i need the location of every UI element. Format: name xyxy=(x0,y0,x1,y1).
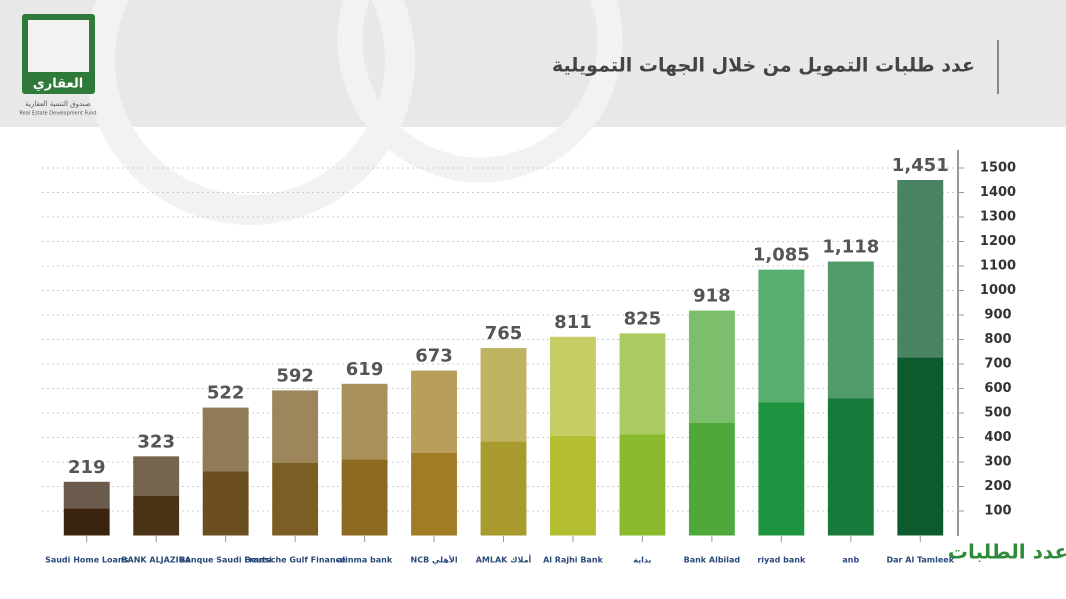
bar xyxy=(341,383,388,536)
x-tick-label: alinma bank xyxy=(337,556,393,565)
x-tick-label: riyad bank xyxy=(757,556,806,565)
x-tick-label: Dar Al Tamleek xyxy=(886,556,954,565)
y-tick-label: 1000 xyxy=(980,283,1016,298)
value-label: 1,118 xyxy=(822,237,879,258)
value-label: 619 xyxy=(346,359,384,380)
value-label: 825 xyxy=(624,308,662,329)
bar xyxy=(758,269,805,536)
y-tick-label: 1200 xyxy=(980,234,1016,249)
x-tick-label: AMLAK أملاك xyxy=(476,555,532,565)
y-tick-label: 1100 xyxy=(980,259,1016,274)
logo-subtitle: صندوق التنمية العقارية xyxy=(25,100,90,108)
bar xyxy=(688,310,735,536)
y-tick-label: 1400 xyxy=(980,185,1016,200)
y-tick-label: 400 xyxy=(984,430,1011,445)
bar xyxy=(202,407,249,536)
bar xyxy=(63,481,110,536)
x-tick-label: NCB الأهلي xyxy=(411,555,458,565)
x-tick-label: Bank Albilad xyxy=(684,556,741,565)
value-label: 592 xyxy=(276,365,314,386)
logo-inner xyxy=(28,20,89,72)
y-tick-label: 200 xyxy=(984,479,1011,494)
value-label: 765 xyxy=(485,323,523,344)
y-tick-label: 300 xyxy=(984,455,1011,470)
value-label: 918 xyxy=(693,286,731,307)
bar xyxy=(272,390,319,536)
y-tick-label: 600 xyxy=(984,381,1011,396)
bar xyxy=(827,261,874,536)
header-decoration xyxy=(85,0,415,225)
y-tick-label: 800 xyxy=(984,332,1011,347)
bar xyxy=(411,370,457,536)
y-tick-label: 100 xyxy=(984,504,1011,519)
bar xyxy=(897,180,944,536)
y-tick-label: 1500 xyxy=(980,161,1016,176)
value-label: 1,085 xyxy=(753,245,810,266)
value-label: 323 xyxy=(137,431,175,452)
value-label: 219 xyxy=(68,457,106,478)
value-label: 1,451 xyxy=(892,155,949,176)
x-tick-label: anb xyxy=(842,556,859,565)
x-tick-label: Al Rajhi Bank xyxy=(543,556,603,565)
y-tick-label: 900 xyxy=(984,308,1011,323)
x-tick-label: بداية xyxy=(633,556,651,565)
y-tick-label: 700 xyxy=(984,357,1011,372)
bar xyxy=(133,456,180,536)
x-tick-label: BANK ALJAZIRA xyxy=(121,556,191,565)
x-tick-label: Banque Saudi Fransi xyxy=(179,556,272,565)
x-tick-label: Deutsche Gulf Finance xyxy=(244,556,346,565)
value-label: 811 xyxy=(554,312,592,333)
chart-title: عدد طلبات التمويل من خلال الجهات التمويل… xyxy=(552,55,975,77)
x-tick-label: Saudi Home Loans xyxy=(45,556,129,565)
y-tick-label: 500 xyxy=(984,406,1011,421)
bar xyxy=(480,348,527,536)
header-band xyxy=(0,0,1066,127)
logo-name: العقاري xyxy=(33,77,83,92)
logo-english: Real Estate Development Fund xyxy=(19,111,96,117)
bar xyxy=(550,336,596,536)
header-decoration xyxy=(337,0,623,183)
y-axis-title: عدد الطلبات xyxy=(948,540,1066,564)
bar xyxy=(619,333,666,536)
value-label: 673 xyxy=(415,346,453,367)
y-tick-label: 1300 xyxy=(980,210,1016,225)
value-label: 522 xyxy=(207,383,245,404)
